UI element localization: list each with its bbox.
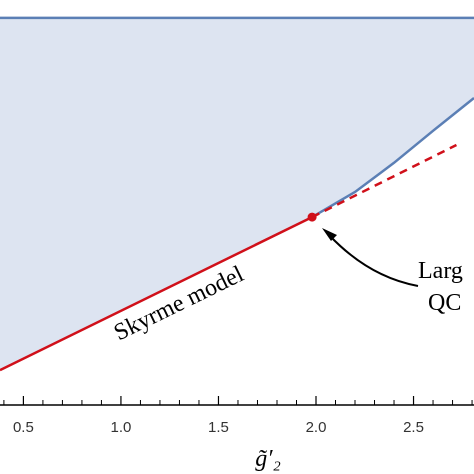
x-tick-label: 1.0: [111, 419, 132, 436]
x-tick-label: 0.5: [13, 419, 34, 436]
arrow-head: [322, 228, 337, 241]
allowed-region: [0, 17, 474, 371]
plot-area: [0, 16, 474, 372]
x-tick-label: 1.5: [208, 419, 229, 436]
series-line: [311, 97, 474, 219]
point: [307, 212, 317, 222]
x-tick-label: 2.5: [403, 419, 424, 436]
x-tick-label: 2.0: [306, 419, 327, 436]
annotation: Larg: [418, 258, 463, 284]
series-line: [0, 215, 313, 372]
annotation: QC: [428, 290, 461, 316]
annotation-arrow: [329, 235, 419, 287]
x-axis-label: g̃′₂: [255, 446, 281, 472]
